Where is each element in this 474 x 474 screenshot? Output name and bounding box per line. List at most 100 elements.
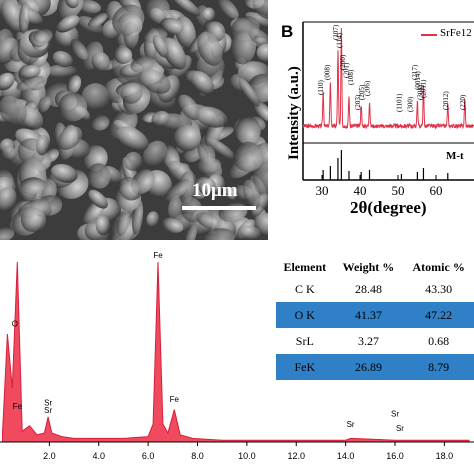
table-header-atomic: Atomic % (412, 259, 465, 274)
sem-grain (195, 212, 221, 230)
eds-peak-label: Fe (170, 395, 180, 404)
table-header-element: Element (283, 259, 327, 274)
sem-grain (0, 95, 27, 126)
sem-grain (230, 30, 256, 65)
sem-grain (120, 82, 143, 104)
sem-grain (144, 0, 170, 22)
table-row: C K 28.48 43.30 (276, 276, 474, 302)
eds-x-tick-label: 2.0 (43, 451, 56, 461)
peak-index-label: (0014) (414, 71, 422, 90)
table-row: FeK 26.89 8.79 (276, 354, 474, 380)
eds-peak-label: O (12, 319, 18, 328)
sem-grain (161, 37, 187, 70)
peak-index-label: (200) (339, 54, 347, 70)
sem-grain (198, 178, 216, 195)
peak-index-label: (201) (343, 62, 351, 78)
sem-grain (2, 146, 17, 161)
sem-grain (207, 137, 236, 160)
sem-grain (191, 71, 215, 95)
sem-grain (91, 51, 111, 72)
table-cell: 41.37 (333, 302, 404, 328)
sem-grain (18, 64, 41, 80)
sem-grain (46, 64, 78, 78)
table-cell: 3.27 (333, 328, 404, 354)
table-cell: 28.48 (333, 276, 404, 302)
eds-x-tick-label: 6.0 (142, 451, 155, 461)
sem-grain (254, 212, 268, 237)
eds-peak-label: Fe (153, 251, 163, 260)
peak-index-label: (300) (406, 96, 414, 112)
peak-index-label: (2011) (419, 79, 427, 98)
sem-grain (164, 179, 191, 201)
peak-index-label: (2012) (442, 91, 450, 110)
sem-grain (38, 96, 51, 113)
table-cell: C K (276, 276, 334, 302)
peak-index-label: (220) (459, 94, 467, 110)
peak-index-label: (108) (347, 69, 355, 85)
peak-index-label: (107) (332, 24, 340, 40)
sem-grain (240, 225, 262, 240)
legend-label: SrFe12 (440, 27, 472, 39)
sem-grain (70, 39, 88, 60)
sem-grain (152, 34, 169, 58)
sem-grain (160, 17, 184, 34)
panel-b-letter: B (281, 22, 294, 41)
eds-peak-label: Fe (13, 402, 23, 411)
sem-grain (51, 163, 78, 183)
eds-peak-label: Sr (347, 420, 355, 429)
sem-grain (95, 214, 111, 236)
sem-grain (184, 224, 197, 240)
eds-x-tick-label: 8.0 (191, 451, 204, 461)
sem-grain (146, 211, 160, 228)
sem-grain (91, 114, 110, 131)
sem-grain (116, 126, 149, 152)
sem-grain (52, 50, 73, 68)
sem-grain (235, 116, 261, 145)
sem-grain (112, 4, 145, 36)
table-cell: 8.79 (403, 354, 474, 380)
sem-grain (21, 207, 46, 233)
eds-x-tick-label: 14.0 (337, 451, 355, 461)
sem-grain (140, 69, 171, 94)
x-axis-label: 2θ(degree) (350, 198, 427, 217)
sem-grain (88, 189, 108, 209)
sem-grain (143, 140, 168, 168)
sem-grain (16, 75, 44, 92)
sem-grain (58, 92, 88, 122)
sem-grain (32, 28, 53, 44)
eds-peak-label: Sr (391, 409, 399, 418)
peak-index-label: (205) (358, 84, 366, 100)
peak-index-label: (217) (411, 64, 419, 80)
sem-grain (81, 83, 110, 111)
eds-spectrum (1, 261, 470, 443)
table-cell: 0.68 (403, 328, 474, 354)
sem-grain (173, 124, 202, 152)
sem-grain (116, 209, 130, 237)
eds-peak-label: Sr (44, 399, 52, 408)
sem-micrograph (0, 0, 268, 240)
sem-grain (238, 77, 260, 107)
xrd-chart: 30 40 50 60(110)(008)(107)(114)(200)(201)(1… (302, 21, 474, 198)
xrd-pattern-line (302, 27, 474, 130)
sem-grain (251, 193, 268, 217)
table-cell: 47.22 (403, 302, 474, 328)
table-row: SrL 3.27 0.68 (276, 328, 474, 354)
peak-index-label: (304) (416, 84, 424, 100)
sem-grain (172, 0, 201, 17)
table-header-weight: Weight % (342, 259, 395, 274)
sem-grain (18, 1, 30, 34)
table-cell: 43.30 (403, 276, 474, 302)
sem-grain (197, 32, 223, 66)
sem-grain (124, 151, 143, 171)
eds-chart: 2.0 4.0 6.0 8.0 10.0 12.0 14.0 16.0 18.0 O Fe Sr Fe F… (0, 251, 474, 461)
eds-peak-label: Sr (44, 406, 52, 415)
sem-grain (151, 110, 170, 127)
sem-grain (0, 187, 17, 212)
sem-grain (130, 55, 154, 73)
sem-grain (233, 141, 264, 172)
sem-grain (252, 0, 268, 20)
sem-grain (0, 227, 15, 240)
peak-index-label: (008) (324, 64, 332, 80)
table-cell: 26.89 (333, 354, 404, 380)
eds-peak-label: Sr (396, 424, 404, 433)
